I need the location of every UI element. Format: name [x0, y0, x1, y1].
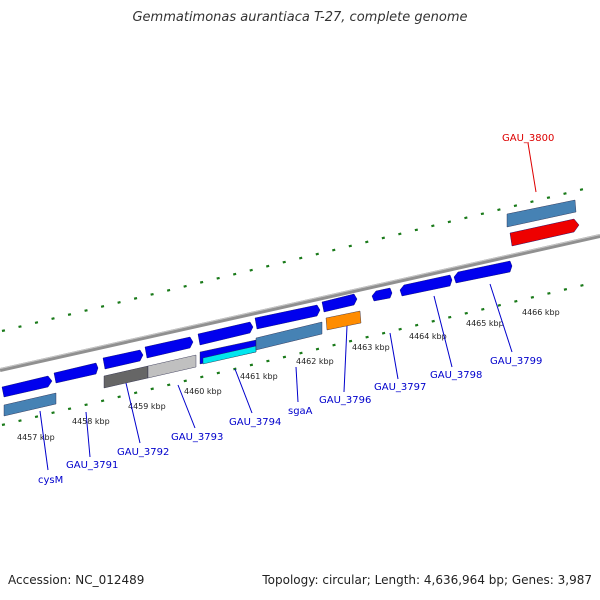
gene-label-gau-3797: GAU_3797 — [374, 382, 426, 393]
gene-bar — [202, 345, 257, 365]
gene-arrow — [1, 375, 53, 398]
gene-arrow — [254, 304, 321, 330]
gene-label-gau-3794: GAU_3794 — [229, 417, 281, 428]
gene-bar — [3, 392, 57, 417]
gene-labels: cysM GAU_3791 GAU_3792 GAU_3793 GAU_3794… — [38, 133, 554, 486]
kbp-label: 4462 kbp — [296, 357, 334, 366]
gene-label-gau-3791: GAU_3791 — [66, 460, 118, 471]
kbp-label: 4461 kbp — [240, 372, 278, 381]
kbp-label: 4465 kbp — [466, 319, 504, 328]
kbp-scale-labels: 4457 kbp 4458 kbp 4459 kbp 4460 kbp 4461… — [17, 308, 560, 442]
kbp-label: 4466 kbp — [522, 308, 560, 317]
kbp-label: 4464 kbp — [409, 332, 447, 341]
gene-arrow — [371, 287, 393, 302]
accession-text: Accession: NC_012489 — [8, 573, 145, 587]
gene-label-gau-3793: GAU_3793 — [171, 432, 223, 443]
kbp-label: 4463 kbp — [352, 343, 390, 352]
gene-label-gau-3800: GAU_3800 — [502, 133, 554, 144]
gene-bar — [325, 310, 362, 331]
gene-arrow — [144, 336, 194, 359]
gene-arrow — [453, 260, 513, 284]
map-title: Gemmatimonas aurantiaca T-27, complete g… — [132, 10, 468, 25]
genome-backbone — [0, 234, 600, 372]
gene-leader-lines — [39, 142, 537, 471]
gene-arrow — [399, 274, 453, 297]
gene-bar — [147, 354, 197, 379]
gene-arrow — [102, 349, 144, 370]
kbp-label: 4459 kbp — [128, 402, 166, 411]
gene-label-gau-3796: GAU_3796 — [319, 395, 371, 406]
gene-bar — [255, 321, 323, 351]
gene-label-gau-3792: GAU_3792 — [117, 447, 169, 458]
gene-label-sgaA: sgaA — [288, 406, 313, 417]
reverse-strand-genes — [3, 199, 577, 417]
gene-label-cysM: cysM — [38, 475, 63, 486]
gene-arrow — [509, 218, 580, 247]
gene-label-gau-3798: GAU_3798 — [430, 370, 482, 381]
kbp-label: 4460 kbp — [184, 387, 222, 396]
genome-summary-text: Topology: circular; Length: 4,636,964 bp… — [262, 573, 592, 587]
forward-strand-genes — [1, 218, 580, 398]
kbp-label: 4458 kbp — [72, 417, 110, 426]
kbp-label: 4457 kbp — [17, 433, 55, 442]
gene-bar — [506, 199, 577, 228]
gene-arrow — [53, 362, 99, 384]
gene-arrow — [321, 293, 358, 313]
gene-arrow — [197, 321, 254, 346]
gene-label-gau-3799: GAU_3799 — [490, 356, 542, 367]
